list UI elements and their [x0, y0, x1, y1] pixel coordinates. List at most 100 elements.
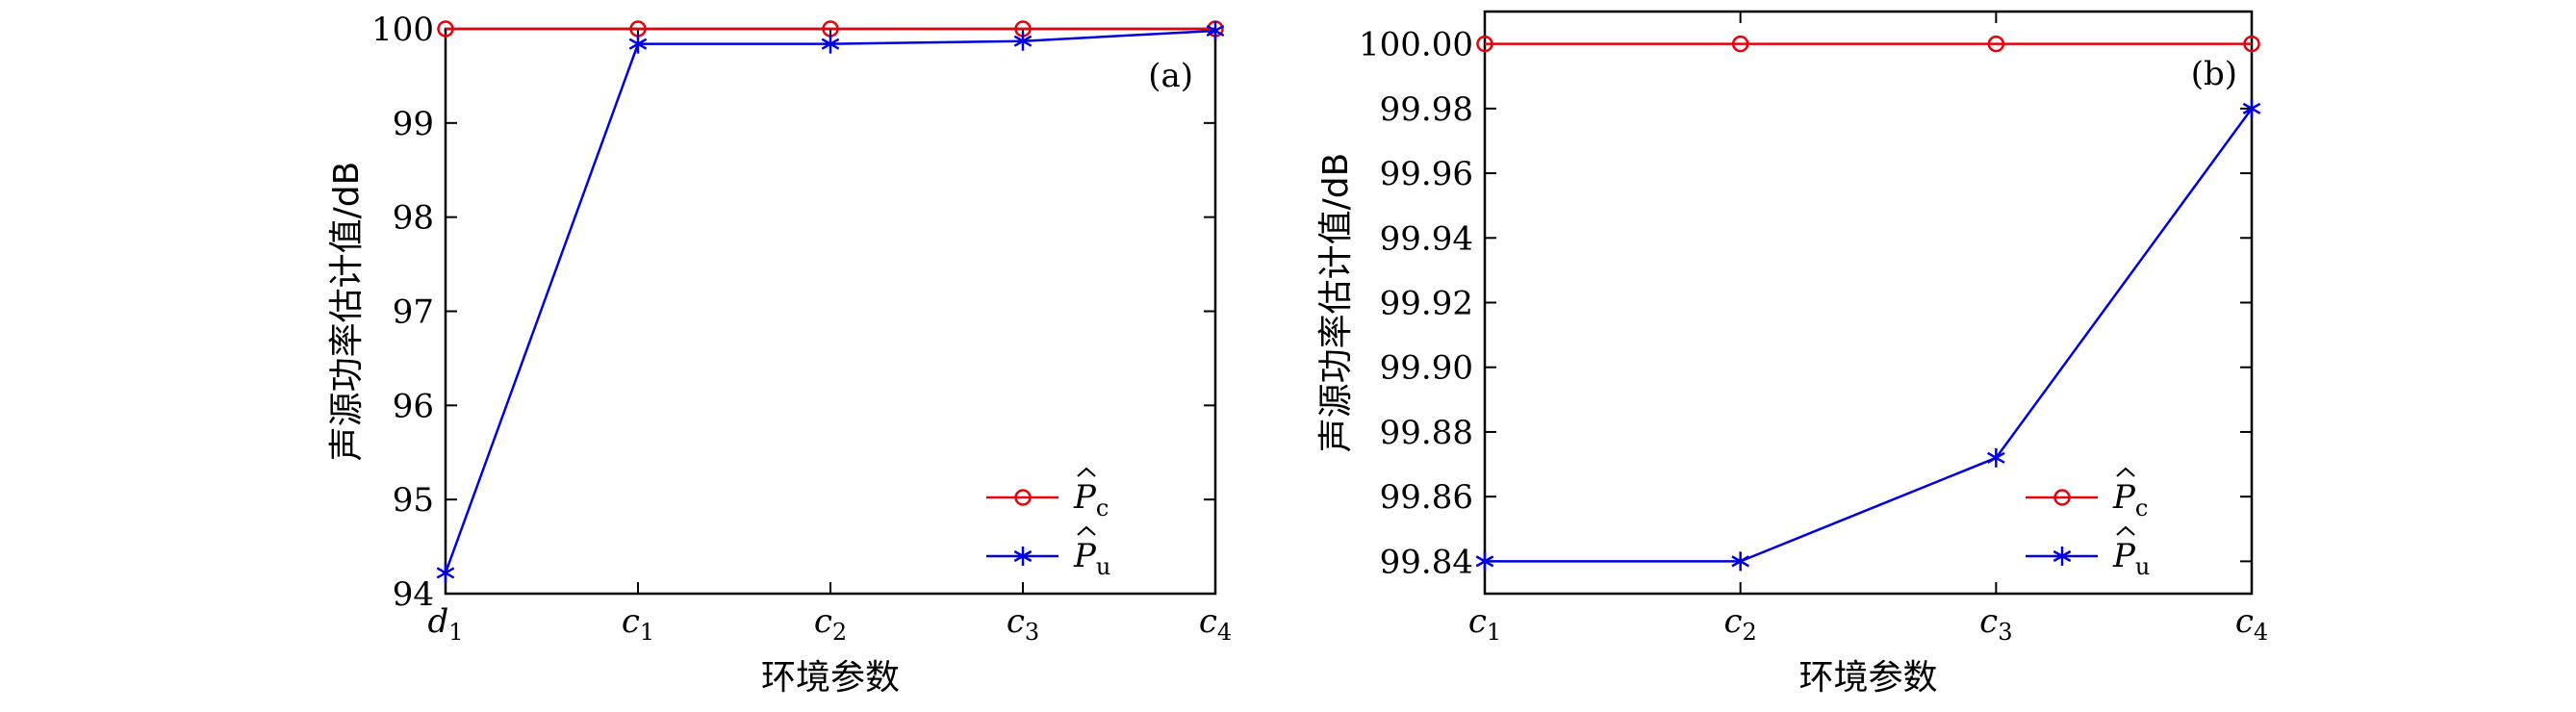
legend-hat: [1077, 525, 1096, 536]
x-tick-label-sub: 4: [2254, 619, 2268, 646]
x-tick-label-base: c: [622, 602, 640, 641]
asterisk-stroke: [1475, 555, 1494, 568]
legend-entry-c: Pc: [986, 467, 1109, 521]
legend-label: Pc: [1073, 478, 1109, 521]
legend-marker: [2053, 547, 2072, 566]
legend-label-sub: u: [1096, 553, 1110, 580]
x-tick-label-base: c: [2235, 602, 2254, 641]
x-tick-label-sub: 2: [1743, 619, 1757, 646]
data-point-c: [1476, 35, 1493, 53]
asterisk-stroke: [1731, 555, 1749, 568]
series-line-u: [1485, 108, 2254, 563]
asterisk-stroke: [821, 38, 840, 50]
x-tick-label-base: c: [1468, 602, 1487, 641]
legend-label-base: P: [2112, 537, 2136, 575]
x-tick-label: c4: [2235, 602, 2268, 646]
legend-label-base: P: [1073, 478, 1097, 517]
y-tick-label: 100.00: [1359, 26, 1473, 64]
legend-label: Pu: [1073, 537, 1110, 580]
panel-label: (b): [2191, 55, 2237, 93]
x-axis-title: 环境参数: [761, 658, 900, 698]
legend-hat: [2116, 467, 2135, 477]
x-tick-label: c2: [814, 602, 847, 646]
asterisk-stroke: [1013, 35, 1033, 47]
y-axis-title: 声源功率估计值/dB: [327, 162, 367, 462]
panel-label: (a): [1148, 57, 1193, 95]
chart-panel-b: 99.84 99.86 99.88 99.90 99.92 99.94 99.96 99.98…: [1316, 10, 2268, 698]
x-tick-label-base: c: [1199, 602, 1217, 641]
legend-label: Pc: [2112, 478, 2148, 521]
x-tick-label: c1: [622, 602, 654, 646]
legend-entry-c: Pc: [2026, 467, 2148, 521]
x-tick-label-base: c: [814, 602, 832, 641]
x-tick-label: c3: [1979, 602, 2012, 646]
y-tick-label: 98: [393, 199, 434, 238]
x-tick-label-base: d: [427, 602, 448, 641]
asterisk-stroke: [1987, 451, 2005, 464]
x-tick-label-sub: 3: [1998, 619, 2012, 646]
x-tick-label-sub: 4: [1217, 619, 1232, 646]
x-tick-label-sub: 3: [1025, 619, 1039, 646]
x-tick-label-base: c: [1979, 602, 1998, 641]
x-tick-label: c4: [1199, 602, 1232, 646]
x-tick-label: c2: [1724, 602, 1757, 646]
data-point-c: [1987, 35, 2005, 53]
data-point-u: [1731, 551, 1749, 572]
data-point-u: [1475, 551, 1494, 572]
y-tick-label: 100: [371, 11, 434, 49]
asterisk-stroke: [436, 567, 455, 579]
legend-hat: [2116, 525, 2135, 536]
y-tick-label: 99.86: [1380, 478, 1473, 517]
asterisk-stroke: [1206, 24, 1225, 38]
y-tick-label: 96: [393, 387, 434, 425]
x-tick-label: c3: [1007, 602, 1039, 646]
legend-label: Pu: [2112, 537, 2150, 580]
data-point-u: [1013, 31, 1033, 51]
x-axis-title: 环境参数: [1798, 658, 1937, 698]
x-tick-label-base: c: [1007, 602, 1025, 641]
legend-label-sub: u: [2135, 553, 2150, 580]
y-tick-label: 99.96: [1380, 155, 1473, 193]
y-tick-label: 97: [393, 293, 434, 332]
y-tick-label: 99.88: [1380, 414, 1473, 452]
y-axis-title: 声源功率估计值/dB: [1316, 153, 1356, 453]
legend-label-base: P: [2112, 478, 2136, 517]
data-point-u: [2242, 98, 2261, 118]
x-tick-label-sub: 1: [1487, 619, 1501, 646]
legend-hat: [1077, 467, 1096, 477]
legend-label-sub: c: [2135, 495, 2148, 521]
asterisk-stroke: [1013, 549, 1033, 563]
data-point-u: [821, 34, 840, 54]
x-tick-label-base: c: [1724, 602, 1743, 641]
asterisk-stroke: [2053, 549, 2072, 563]
y-tick-label: 95: [393, 481, 434, 520]
legend-label-base: P: [1073, 537, 1097, 575]
y-tick-label: 99.98: [1380, 90, 1473, 129]
x-tick-label-sub: 2: [832, 619, 847, 646]
data-point-c: [437, 20, 454, 38]
legend-entry-u: Pu: [2026, 525, 2150, 580]
legend-marker: [2053, 489, 2071, 506]
data-point-c: [1731, 35, 1749, 53]
y-tick-label: 99.90: [1380, 349, 1473, 388]
data-point-u: [628, 34, 648, 54]
legend-marker: [1014, 489, 1032, 506]
y-tick-label: 94: [393, 575, 434, 614]
x-tick-label: c1: [1468, 602, 1501, 646]
legend-marker: [1013, 547, 1033, 566]
data-point-c: [2243, 35, 2260, 53]
y-tick-label: 99.94: [1380, 219, 1473, 258]
series-line-u: [444, 29, 1216, 573]
y-tick-label: 99.92: [1380, 285, 1473, 323]
data-point-u: [436, 563, 455, 583]
y-tick-label: 99.84: [1380, 543, 1473, 581]
x-tick-label-sub: 1: [448, 619, 463, 646]
legend-label-sub: c: [1096, 495, 1109, 521]
x-tick-label-sub: 1: [640, 619, 654, 646]
data-point-u: [1206, 20, 1225, 40]
data-point-u: [1987, 447, 2005, 468]
asterisk-stroke: [2242, 102, 2261, 114]
x-tick-label: d1: [427, 602, 463, 646]
